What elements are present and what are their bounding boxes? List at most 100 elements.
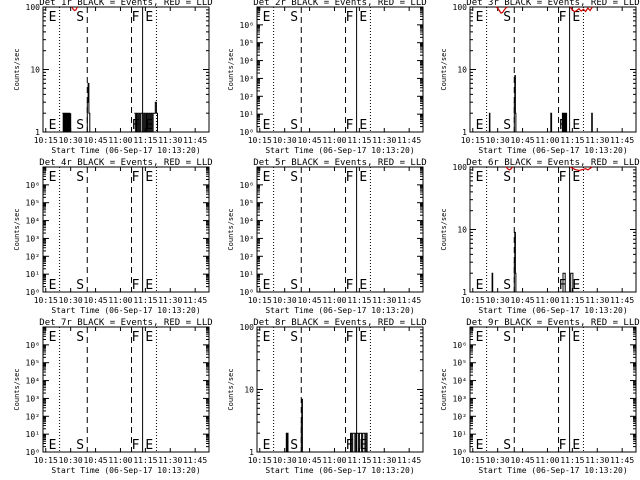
y-tick-label: 10⁵ — [240, 39, 254, 48]
panel-title: Det 7r BLACK = Events, RED = LLD — [39, 318, 212, 328]
y-tick-label: 10³ — [26, 394, 40, 403]
x-tick-label: 10:15 — [34, 136, 58, 145]
x-tick-label: 11:15 — [560, 136, 584, 145]
x-tick-label: 10:15 — [461, 296, 485, 305]
marker-label-bottom: E — [263, 278, 271, 293]
x-axis-label: Start Time (06-Sep-17 10:13:20) — [265, 306, 414, 315]
y-tick-label: 10⁴ — [453, 377, 467, 386]
events-trace — [561, 112, 568, 133]
x-tick-label: 11:00 — [535, 456, 559, 465]
y-tick-label: 10 — [457, 66, 467, 75]
x-tick-label: 10:30 — [273, 136, 297, 145]
y-tick-label: 10² — [26, 412, 40, 421]
y-tick-label: 10² — [453, 412, 467, 421]
lld-trace — [495, 6, 508, 14]
events-trace — [513, 75, 517, 133]
marker-label-bottom: S — [290, 118, 298, 133]
y-axis-label: Counts/sec — [227, 368, 235, 410]
marker-label-bottom: S — [76, 118, 84, 133]
y-tick-label: 10² — [240, 92, 254, 101]
marker-label-bottom: E — [359, 118, 367, 133]
x-axis-label: Start Time (06-Sep-17 10:13:20) — [265, 466, 414, 475]
panel-title: Det 5r BLACK = Events, RED = LLD — [253, 158, 426, 168]
x-tick-label: 11:30 — [158, 296, 182, 305]
y-tick-label: 10⁶ — [26, 341, 40, 350]
marker-label-bottom: E — [49, 118, 57, 133]
events-trace — [300, 398, 303, 453]
y-tick-label: 10 — [244, 386, 254, 395]
x-axis-label: Start Time (06-Sep-17 10:13:20) — [51, 146, 200, 155]
x-tick-label: 10:15 — [461, 456, 485, 465]
marker-label-top: F — [559, 170, 567, 185]
y-axis-label: Counts/sec — [440, 208, 448, 250]
y-tick-label: 1 — [249, 448, 254, 457]
marker-label-top: E — [145, 170, 153, 185]
marker-label-bottom: E — [359, 278, 367, 293]
plot-frame — [256, 166, 424, 293]
panel-det-1r: Det 1r BLACK = Events, RED = LLD 10:15 10:… — [13, 0, 213, 155]
y-tick-label: 10⁴ — [240, 217, 254, 226]
marker-label-bottom: S — [503, 278, 511, 293]
marker-label-top: E — [572, 170, 580, 185]
x-tick-label: 10:30 — [273, 456, 297, 465]
marker-label-top: F — [132, 330, 140, 345]
y-tick-label: 1 — [462, 288, 467, 297]
events-trace — [285, 432, 289, 453]
y-axis-label: Counts/sec — [227, 48, 235, 90]
x-tick-label: 10:45 — [511, 296, 535, 305]
y-tick-label: 10¹ — [26, 430, 40, 439]
marker-label-top: F — [559, 330, 567, 345]
x-tick-label: 10:30 — [486, 296, 510, 305]
marker-label-bottom: E — [145, 438, 153, 453]
x-axis-label: Start Time (06-Sep-17 10:13:20) — [478, 306, 627, 315]
x-tick-label: 10:30 — [59, 136, 83, 145]
marker-label-bottom: E — [49, 438, 57, 453]
y-tick-label: 10⁰ — [240, 128, 254, 137]
marker-label-bottom: F — [346, 438, 354, 453]
x-tick-label: 11:45 — [397, 456, 421, 465]
marker-label-top: F — [346, 330, 354, 345]
marker-label-top: S — [503, 10, 511, 25]
marker-label-top: E — [145, 10, 153, 25]
marker-label-top: E — [263, 170, 271, 185]
x-axis-label: Start Time (06-Sep-17 10:13:20) — [51, 466, 200, 475]
plot-frame — [42, 326, 210, 453]
marker-label-bottom: E — [572, 118, 580, 133]
x-tick-label: 10:30 — [59, 296, 83, 305]
y-tick-label: 10⁵ — [26, 359, 40, 368]
marker-label-top: E — [476, 10, 484, 25]
x-tick-label: 11:15 — [133, 456, 157, 465]
plot-frame — [469, 166, 637, 293]
x-tick-label: 11:45 — [610, 296, 634, 305]
lld-trace — [569, 6, 593, 13]
marker-label-bottom: S — [76, 278, 84, 293]
x-tick-label: 11:30 — [585, 136, 609, 145]
marker-label-top: E — [263, 330, 271, 345]
y-tick-label: 10⁰ — [26, 448, 40, 457]
marker-label-top: E — [359, 170, 367, 185]
x-tick-label: 11:30 — [585, 296, 609, 305]
events-trace — [134, 101, 158, 133]
x-tick-label: 11:00 — [322, 296, 346, 305]
x-tick-label: 10:15 — [248, 456, 272, 465]
marker-label-top: E — [49, 170, 57, 185]
x-tick-label: 10:45 — [298, 136, 322, 145]
lld-trace — [569, 166, 593, 172]
plot-frame — [42, 166, 210, 293]
panel-title: Det 1r BLACK = Events, RED = LLD — [39, 0, 212, 8]
x-tick-label: 10:30 — [486, 456, 510, 465]
y-axis-label: Counts/sec — [440, 48, 448, 90]
x-tick-label: 11:45 — [610, 136, 634, 145]
marker-label-bottom: E — [476, 278, 484, 293]
events-trace — [513, 231, 517, 293]
marker-label-bottom: S — [290, 278, 298, 293]
x-tick-label: 10:15 — [34, 296, 58, 305]
marker-label-bottom: E — [359, 438, 367, 453]
marker-label-bottom: E — [476, 118, 484, 133]
events-trace — [62, 112, 72, 133]
events-trace — [349, 432, 368, 453]
